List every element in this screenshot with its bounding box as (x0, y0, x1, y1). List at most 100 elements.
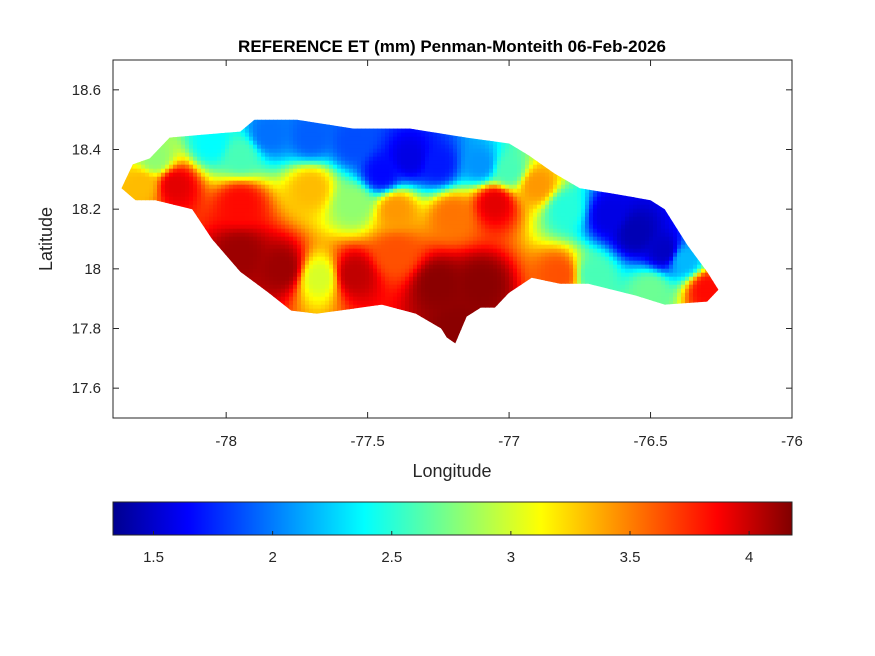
heat-cell (133, 176, 138, 182)
heat-cell (633, 228, 638, 234)
heat-cell (261, 228, 266, 234)
heat-cell (277, 160, 282, 166)
heat-cell (225, 220, 230, 226)
heat-cell (233, 144, 238, 150)
heat-cell (509, 180, 514, 186)
heat-cell (505, 188, 510, 194)
heat-cell (305, 168, 310, 174)
heat-cell (153, 196, 158, 202)
heat-cell (541, 220, 546, 226)
heat-cell (621, 204, 626, 210)
heat-cell (453, 160, 458, 166)
heat-cell (381, 152, 386, 158)
heat-cell (457, 228, 462, 234)
heat-cell (221, 156, 226, 162)
heat-cell (441, 168, 446, 174)
heat-cell (413, 172, 418, 178)
heat-cell (189, 184, 194, 190)
heat-cell (293, 136, 298, 142)
heat-cell (313, 152, 318, 158)
heat-cell (437, 188, 442, 194)
heat-cell (393, 228, 398, 234)
heat-cell (365, 144, 370, 150)
heat-cell (609, 196, 614, 202)
heat-cell (321, 160, 326, 166)
heat-cell (525, 172, 530, 178)
heat-cell (549, 200, 554, 206)
heat-cell (621, 224, 626, 230)
heat-cell (597, 220, 602, 226)
heat-cell (445, 172, 450, 178)
heat-cell (197, 176, 202, 182)
heat-cell (485, 196, 490, 202)
heat-cell (509, 160, 514, 166)
heat-cell (365, 184, 370, 190)
heat-cell (505, 148, 510, 154)
heat-cell (561, 184, 566, 190)
heat-cell (565, 228, 570, 234)
heat-cell (237, 196, 242, 202)
heat-cell (537, 216, 542, 222)
heat-cell (409, 128, 414, 134)
heat-cell (217, 136, 222, 142)
heat-cell (421, 184, 426, 190)
heat-cell (225, 200, 230, 206)
heat-cell (505, 208, 510, 214)
heat-cell (433, 164, 438, 170)
heat-cell (125, 180, 130, 186)
heat-cell (221, 196, 226, 202)
heat-cell (389, 224, 394, 230)
heat-cell (377, 220, 382, 226)
heat-cell (345, 216, 350, 222)
heat-cell (141, 160, 146, 166)
heat-cell (273, 132, 278, 138)
heat-cell (529, 160, 534, 166)
heat-cell (193, 188, 198, 194)
heat-cell (297, 228, 302, 234)
heat-cell (617, 196, 622, 202)
heat-cell (161, 188, 166, 194)
heat-cell (185, 148, 190, 154)
heat-cell (533, 160, 538, 166)
heat-cell (485, 140, 490, 146)
heat-cell (289, 132, 294, 138)
heat-cell (453, 140, 458, 146)
heat-cell (313, 216, 318, 222)
heat-cell (277, 212, 282, 218)
heat-cell (649, 224, 654, 230)
heat-cell (385, 144, 390, 150)
heat-cell (641, 212, 646, 218)
heat-cell (521, 172, 526, 178)
heat-cell (373, 136, 378, 142)
heat-cell (169, 200, 174, 206)
heat-cell (449, 216, 454, 222)
heat-cell (445, 164, 450, 170)
heat-cell (457, 156, 462, 162)
heat-cell (321, 152, 326, 158)
heat-cell (361, 192, 366, 198)
heat-cell (349, 224, 354, 230)
heat-cell (281, 128, 286, 134)
heat-cell (281, 140, 286, 146)
heat-cell (297, 128, 302, 134)
heat-cell (365, 148, 370, 154)
heat-cell (281, 168, 286, 174)
heat-cell (509, 168, 514, 174)
heat-cell (409, 204, 414, 210)
heat-cell (505, 200, 510, 206)
heat-cell (185, 152, 190, 158)
heat-cell (325, 176, 330, 182)
heat-cell (233, 200, 238, 206)
heat-cell (349, 212, 354, 218)
heat-cell (261, 208, 266, 214)
heat-cell (221, 212, 226, 218)
heat-cell (349, 196, 354, 202)
heat-cell (209, 152, 214, 158)
heat-cell (617, 212, 622, 218)
heat-cell (457, 224, 462, 230)
heat-cell (217, 196, 222, 202)
heat-cell (181, 152, 186, 158)
heat-cell (525, 168, 530, 174)
heat-cell (345, 140, 350, 146)
heat-cell (465, 216, 470, 222)
